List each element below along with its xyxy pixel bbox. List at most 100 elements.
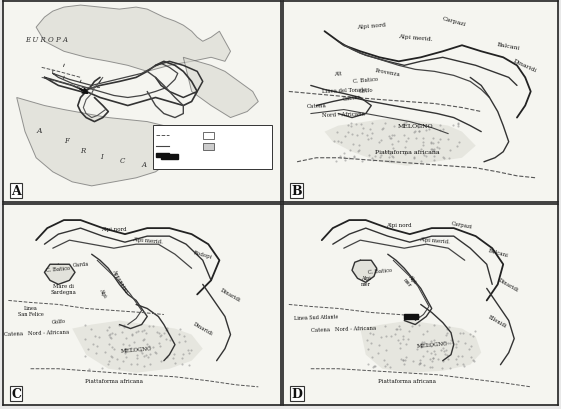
- Point: [438, 365, 447, 371]
- Text: Alpi nord: Alpi nord: [386, 222, 412, 227]
- Bar: [404, 315, 418, 319]
- Text: MELOGNO: MELOGNO: [416, 341, 448, 348]
- Point: [370, 363, 379, 370]
- Point: [103, 360, 112, 367]
- Point: [126, 361, 135, 367]
- Point: [336, 153, 345, 160]
- Point: [366, 330, 375, 336]
- Point: [139, 353, 148, 360]
- Point: [139, 337, 148, 344]
- Point: [125, 342, 134, 349]
- Point: [415, 360, 424, 366]
- Point: [458, 330, 467, 336]
- Point: [134, 328, 142, 335]
- Point: [422, 154, 431, 160]
- Point: [453, 123, 462, 130]
- Point: [420, 339, 429, 346]
- Text: Linea Sud Atlante: Linea Sud Atlante: [294, 313, 338, 320]
- Point: [370, 363, 379, 370]
- Point: [394, 323, 403, 329]
- Point: [180, 338, 189, 345]
- Point: [399, 361, 408, 368]
- Text: Alpi nord: Alpi nord: [101, 226, 127, 231]
- Point: [376, 137, 385, 144]
- Point: [433, 144, 442, 151]
- Point: [398, 357, 407, 364]
- Text: Carpazi: Carpazi: [451, 220, 473, 229]
- Point: [133, 354, 142, 361]
- Point: [140, 327, 149, 334]
- Text: Alpi nord: Alpi nord: [357, 22, 386, 30]
- Point: [398, 336, 407, 343]
- Point: [136, 348, 145, 354]
- Point: [104, 357, 113, 364]
- Point: [81, 336, 90, 343]
- Text: A: A: [36, 126, 42, 134]
- Point: [113, 355, 122, 362]
- Point: [414, 128, 423, 135]
- Point: [469, 333, 478, 339]
- Polygon shape: [324, 118, 476, 166]
- Point: [426, 140, 435, 147]
- Point: [453, 353, 462, 360]
- Point: [429, 148, 438, 154]
- Point: [400, 151, 409, 158]
- Point: [419, 330, 427, 337]
- Bar: [161, 154, 178, 160]
- Point: [120, 350, 129, 356]
- Point: [120, 345, 129, 352]
- Point: [163, 326, 172, 332]
- Point: [429, 157, 438, 164]
- Point: [434, 356, 443, 362]
- Point: [126, 344, 135, 351]
- Text: Provenza: Provenza: [375, 67, 401, 77]
- Text: Appennino: Appennino: [111, 268, 128, 293]
- Text: Alpi merid.: Alpi merid.: [398, 34, 433, 42]
- Point: [130, 339, 139, 346]
- Point: [370, 153, 379, 160]
- Point: [381, 347, 390, 353]
- Point: [454, 139, 463, 146]
- Point: [435, 145, 444, 152]
- Point: [390, 133, 399, 139]
- Text: MELOGNO: MELOGNO: [397, 124, 433, 129]
- Point: [458, 360, 467, 367]
- Point: [162, 326, 171, 333]
- Point: [94, 334, 103, 341]
- Point: [369, 364, 378, 371]
- Point: [107, 329, 116, 336]
- Point: [356, 121, 365, 128]
- Point: [387, 153, 396, 160]
- Point: [353, 148, 362, 155]
- Point: [331, 159, 340, 165]
- Point: [429, 140, 438, 147]
- Text: C: C: [11, 387, 21, 400]
- Point: [403, 336, 412, 343]
- Point: [375, 154, 384, 160]
- Point: [440, 348, 449, 354]
- Point: [410, 130, 419, 136]
- Point: [388, 132, 397, 139]
- Point: [412, 346, 421, 353]
- Point: [423, 328, 432, 334]
- Point: [380, 323, 389, 329]
- Point: [430, 153, 439, 160]
- Text: C. Batico: C. Batico: [367, 267, 392, 274]
- Point: [100, 349, 109, 355]
- Point: [401, 357, 410, 363]
- Point: [419, 139, 427, 146]
- Point: [385, 135, 394, 142]
- Point: [443, 326, 452, 332]
- Point: [145, 351, 154, 357]
- Text: Alpi merid.: Alpi merid.: [132, 237, 163, 245]
- Text: Dinaridi: Dinaridi: [498, 277, 520, 292]
- Text: A: A: [11, 184, 21, 198]
- Point: [442, 346, 451, 353]
- Point: [363, 361, 372, 367]
- Point: [425, 126, 434, 133]
- Point: [86, 326, 95, 332]
- Point: [329, 139, 338, 145]
- Text: Garda: Garda: [72, 261, 89, 268]
- Text: 4: 4: [217, 133, 220, 138]
- Text: Piattaforma africana: Piattaforma africana: [375, 150, 439, 155]
